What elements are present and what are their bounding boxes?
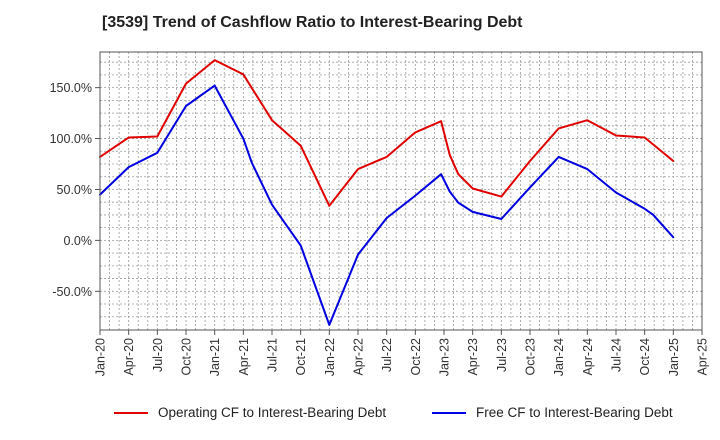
x-tick-label: Oct-22 [409,338,423,376]
x-tick-label: Jul-23 [495,338,509,372]
chart-title: [3539] Trend of Cashflow Ratio to Intere… [102,14,523,31]
x-tick-label: Apr-21 [237,338,251,376]
x-tick-label: Apr-24 [581,338,595,376]
x-tick-label: Jul-22 [380,338,394,372]
x-tick-label: Oct-23 [524,338,538,376]
x-tick-label: Apr-25 [696,338,710,376]
y-tick-label: 50.0% [57,183,92,197]
y-tick-label: 0.0% [64,234,93,248]
x-tick-label: Jan-25 [667,338,681,376]
x-tick-label: Oct-24 [638,338,652,376]
series-line-free-cf [99,84,675,326]
x-tick-label: Jan-21 [208,338,222,376]
x-tick-label: Oct-20 [180,338,194,376]
x-tick-label: Jan-20 [94,338,108,376]
legend-item-operating-cf: Operating CF to Interest-Bearing Debt [114,405,386,420]
x-tick-label: Apr-23 [466,338,480,376]
grid [100,52,702,330]
x-tick-label: Apr-20 [122,338,136,376]
legend-swatch-red [114,411,148,414]
x-tick-label: Jul-24 [610,338,624,372]
x-tick-label: Jan-23 [438,338,452,376]
legend-swatch-blue [432,411,466,414]
x-tick-label: Apr-22 [352,338,366,376]
x-tick-label: Jan-24 [552,338,566,376]
series-lines [99,59,675,326]
y-axis-ticks: 150.0% 100.0% 50.0% 0.0% -50.0% [50,81,100,299]
x-tick-label: Jul-20 [151,338,165,372]
legend-item-free-cf: Free CF to Interest-Bearing Debt [432,405,673,420]
x-axis-ticks: Jan-20 Apr-20 Jul-20 Oct-20 Jan-21 Apr-21 Jul-… [94,330,710,376]
legend-label-operating-cf: Operating CF to Interest-Bearing Debt [158,405,387,420]
x-tick-label: Jan-22 [323,338,337,376]
y-tick-label: -50.0% [52,285,92,299]
x-tick-label: Oct-21 [294,338,308,376]
y-tick-label: 100.0% [50,132,92,146]
legend-label-free-cf: Free CF to Interest-Bearing Debt [476,405,673,420]
series-line-operating-cf [99,59,675,207]
x-tick-label: Jul-21 [266,338,280,372]
plot-frame [99,51,703,331]
y-tick-label: 150.0% [50,81,92,95]
